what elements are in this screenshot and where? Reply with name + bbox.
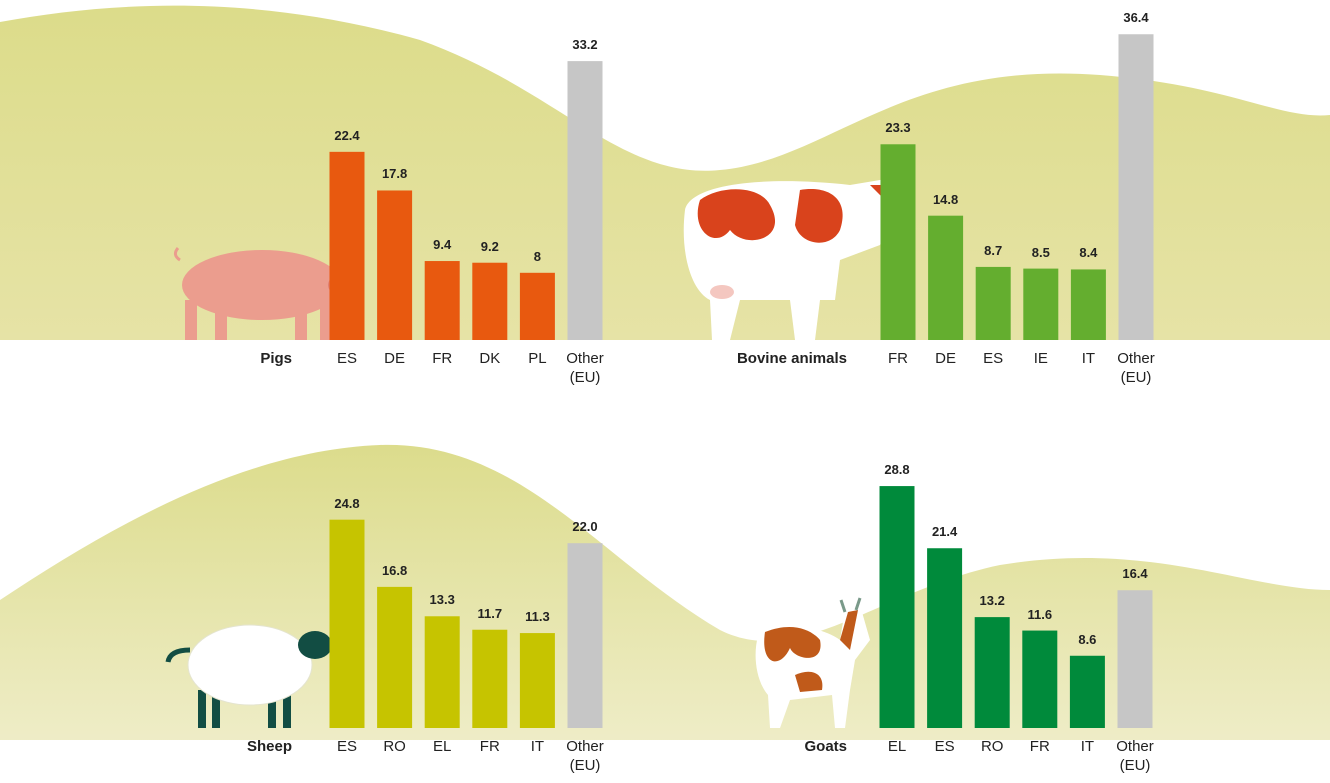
data-label: 11.6 (1027, 606, 1053, 622)
data-label: 24.8 (334, 495, 360, 511)
sheep-icon (165, 624, 332, 728)
x-tick-label: Other (EU) (1116, 738, 1154, 774)
bar (927, 548, 963, 728)
bar (1023, 268, 1059, 340)
bar (1069, 655, 1105, 728)
x-tick-label: FR (888, 350, 908, 367)
x-tick-label: DK (479, 350, 501, 367)
data-label: 9.2 (480, 238, 499, 254)
data-label: 23.3 (885, 120, 911, 136)
x-tick-label: RO (383, 738, 406, 755)
pig-icon (173, 247, 352, 340)
data-label: 21.4 (931, 524, 958, 540)
x-tick-label: ES (934, 738, 955, 755)
bar (879, 486, 915, 728)
x-tick-label: IT (1080, 738, 1095, 755)
data-label: 22.4 (334, 127, 360, 143)
x-tick-label: FR (432, 350, 453, 367)
bar (472, 262, 508, 340)
x-tick-label: FR (479, 738, 500, 755)
data-label: 13.3 (429, 592, 455, 608)
data-label: 16.8 (381, 562, 408, 578)
x-tick-label: EL (433, 738, 452, 755)
data-label: 28.8 (884, 462, 910, 478)
data-label: 22.0 (572, 519, 598, 535)
x-tick-label: ES (336, 350, 357, 367)
data-label: 8.5 (1031, 244, 1050, 260)
data-label: 17.8 (381, 166, 408, 182)
x-tick-label: Other (EU) (566, 738, 604, 774)
bar (1118, 34, 1154, 341)
bar (377, 190, 413, 340)
goat-icon (755, 597, 870, 728)
x-tick-label: ES (983, 350, 1004, 367)
data-label: 36.4 (1123, 10, 1149, 26)
data-label: 14.8 (932, 191, 959, 207)
bar (329, 151, 365, 340)
bar (1117, 590, 1153, 728)
x-tick-label: RO (980, 738, 1004, 755)
bar (567, 61, 603, 341)
x-tick-label: IT (530, 738, 545, 755)
data-label: 16.4 (1122, 566, 1148, 582)
bar (329, 519, 365, 728)
x-tick-label: DE (384, 350, 406, 367)
x-tick-label: IT (1081, 350, 1096, 367)
bar (519, 633, 555, 728)
x-tick-label: FR (1029, 738, 1050, 755)
bar (567, 543, 603, 728)
x-tick-label: Other (EU) (566, 350, 604, 386)
x-tick-label: DE (935, 350, 957, 367)
bar (1022, 630, 1058, 728)
x-tick-label: IE (1033, 350, 1048, 367)
bar (974, 617, 1010, 728)
data-label: 8.7 (984, 242, 1003, 258)
bar (928, 215, 964, 340)
bar (880, 144, 916, 340)
bar (975, 266, 1011, 340)
x-tick-label: ES (336, 738, 357, 755)
chart-title: Bovine animals (736, 350, 847, 367)
bar (1070, 269, 1106, 340)
chart-title: Sheep (246, 738, 292, 755)
ground (0, 740, 1330, 783)
bar (472, 629, 508, 728)
bar (519, 272, 555, 340)
x-tick-label: EL (887, 738, 907, 755)
data-label: 13.2 (979, 593, 1005, 609)
data-label: 8 (533, 248, 541, 264)
data-label: 11.7 (477, 605, 503, 621)
data-label: 33.2 (572, 37, 598, 53)
x-tick-label: Other (EU) (1117, 350, 1155, 386)
data-label: 8.6 (1078, 631, 1097, 647)
data-label: 8.4 (1079, 245, 1098, 261)
chart-title: Goats (804, 738, 847, 755)
data-label: 9.4 (433, 237, 452, 253)
bar (377, 586, 413, 728)
chart-title: Pigs (260, 350, 292, 367)
bar (424, 616, 460, 728)
bar (424, 261, 460, 340)
x-tick-label: PL (528, 350, 547, 367)
data-label: 11.3 (525, 609, 550, 625)
